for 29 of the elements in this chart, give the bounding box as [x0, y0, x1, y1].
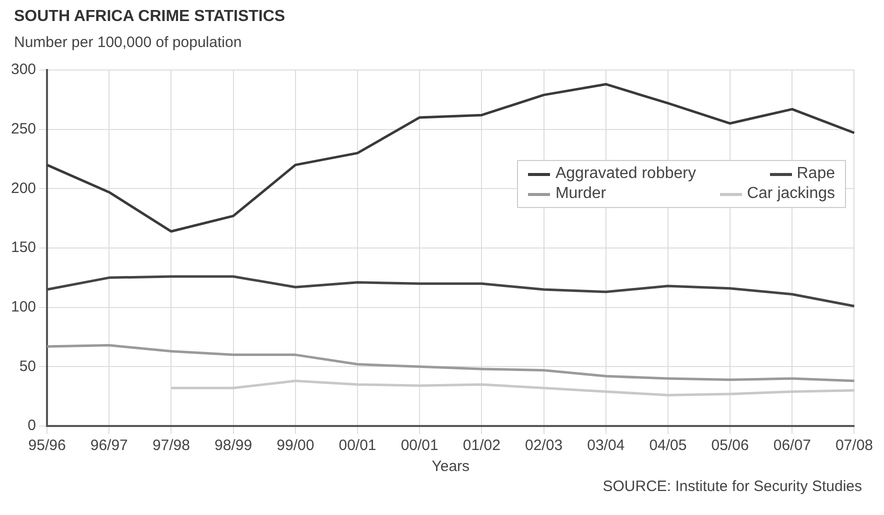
legend-label: Car jackings	[746, 185, 835, 203]
x-tick-label: 00/01	[338, 437, 376, 454]
x-tick-label: 97/98	[152, 437, 190, 454]
x-tick-label: 96/97	[90, 437, 128, 454]
x-tick-label: 99/00	[276, 437, 314, 454]
x-tick-label: 07/08	[835, 437, 874, 454]
x-tick-label: 03/04	[587, 437, 625, 454]
x-tick-label: 95/96	[28, 437, 66, 454]
x-tick-label: 02/03	[524, 437, 563, 454]
x-axis-title: Years	[432, 458, 470, 476]
y-tick-label: 200	[10, 180, 36, 197]
legend-label: Rape	[796, 165, 835, 183]
y-tick-label: 250	[10, 120, 36, 138]
legend-label: Aggravated robbery	[555, 165, 696, 183]
source-note: SOURCE: Institute for Security Studies	[602, 478, 862, 495]
x-tick-label: 04/05	[649, 437, 687, 454]
x-tick-label: 98/99	[214, 437, 252, 454]
y-tick-label: 150	[10, 239, 36, 256]
legend-label: Murder	[555, 185, 606, 203]
chart-title: SOUTH AFRICA CRIME STATISTICS	[14, 8, 286, 26]
x-tick-label: 00/01	[400, 437, 438, 454]
chart-subtitle: Number per 100,000 of population	[14, 34, 242, 51]
y-tick-label: 50	[19, 358, 36, 375]
y-tick-label: 300	[10, 61, 36, 78]
y-tick-label: 100	[10, 298, 36, 316]
x-tick-label: 01/02	[462, 437, 500, 454]
y-tick-label: 0	[28, 417, 36, 434]
x-tick-label: 06/07	[773, 437, 811, 454]
x-tick-label: 05/06	[711, 437, 749, 454]
